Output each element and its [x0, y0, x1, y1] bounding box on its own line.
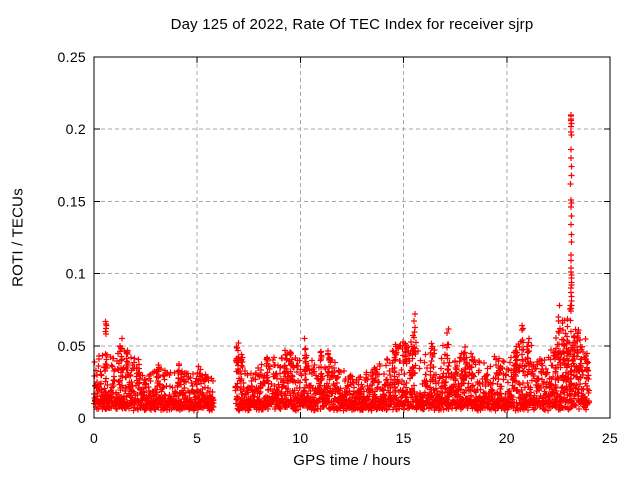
y-axis-label: ROTI / TECUs — [9, 188, 27, 287]
tick-labels: 0 5 10 15 20 25 0 0.05 0.1 0.15 0.2 0.25 — [58, 49, 618, 446]
x-tick-label: 10 — [292, 430, 308, 446]
x-tick-label: 0 — [90, 430, 98, 446]
x-tick-label: 15 — [396, 430, 412, 446]
scatter-points — [91, 112, 592, 414]
y-tick-label: 0.25 — [58, 49, 86, 65]
y-tick-label: 0 — [78, 410, 86, 426]
y-tick-label: 0.2 — [66, 121, 86, 137]
axis-ticks — [93, 56, 611, 419]
chart-title: Day 125 of 2022, Rate Of TEC Index for r… — [170, 16, 534, 33]
x-tick-label: 25 — [602, 430, 618, 446]
grid-lines — [94, 57, 610, 418]
y-tick-label: 0.15 — [58, 193, 86, 209]
x-tick-label: 5 — [193, 430, 201, 446]
y-tick-label: 0.1 — [66, 266, 86, 282]
x-axis-label: GPS time / hours — [293, 452, 411, 469]
plot-border — [93, 56, 611, 419]
data-markers — [91, 112, 592, 414]
x-tick-label: 20 — [499, 430, 515, 446]
y-tick-label: 0.05 — [58, 338, 86, 354]
